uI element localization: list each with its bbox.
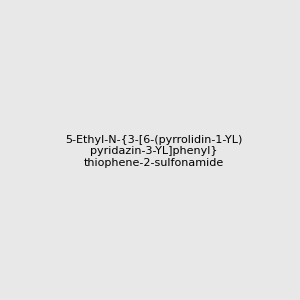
- Text: 5-Ethyl-N-{3-[6-(pyrrolidin-1-YL)
pyridazin-3-YL]phenyl}
thiophene-2-sulfonamide: 5-Ethyl-N-{3-[6-(pyrrolidin-1-YL) pyrida…: [65, 135, 242, 168]
